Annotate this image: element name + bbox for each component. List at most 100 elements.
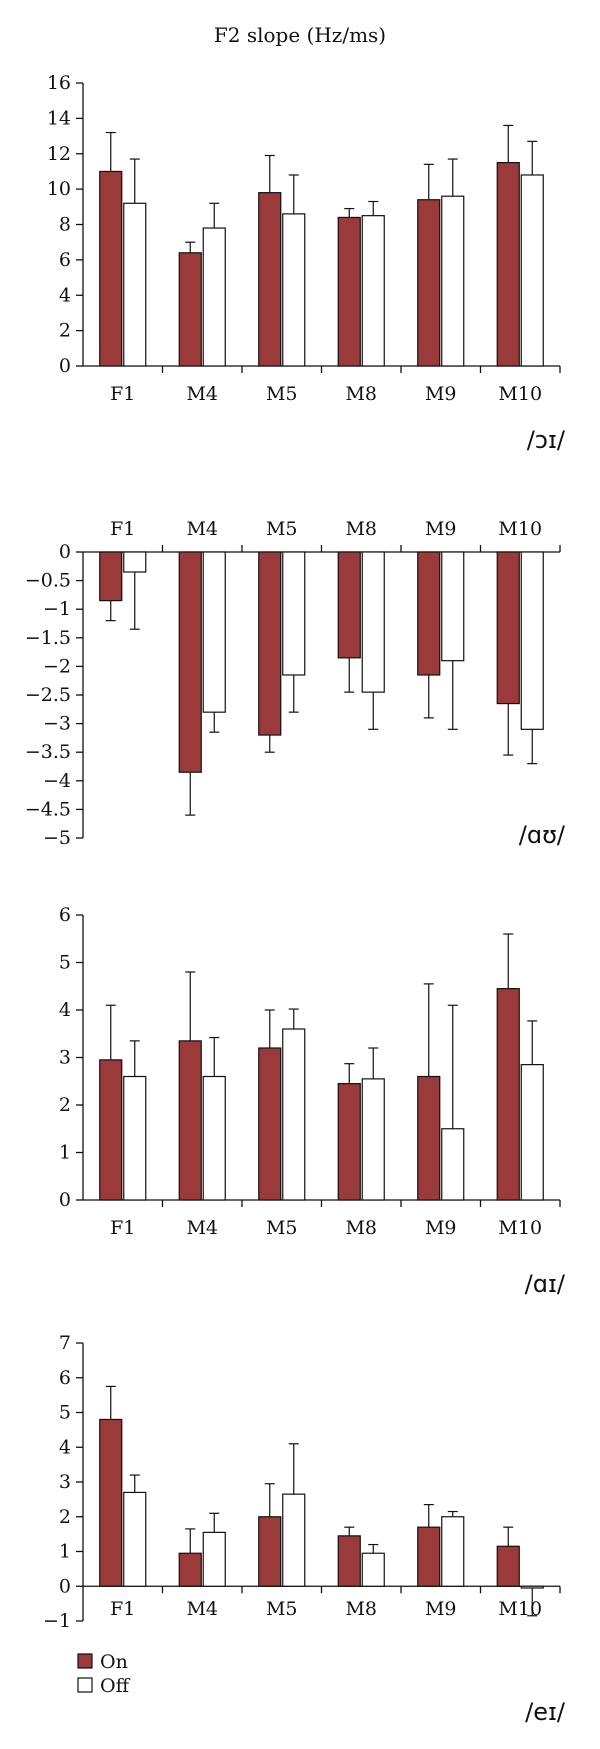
bar-on	[178, 252, 202, 367]
bar-on	[178, 551, 202, 773]
y-tick-label: −1	[43, 598, 71, 620]
bar-on	[496, 551, 520, 705]
y-tick-label: 1	[59, 1541, 71, 1563]
category-label: M5	[266, 1217, 298, 1239]
bar-on	[258, 192, 282, 367]
bar-off	[282, 1493, 306, 1587]
y-tick-label: 2	[59, 320, 71, 342]
bar-off	[520, 174, 544, 367]
bar-on	[496, 161, 520, 367]
panel-vowel-label: /ɑɪ/	[525, 1270, 566, 1298]
category-label: M10	[498, 518, 542, 540]
category-label: M4	[186, 383, 218, 405]
panel-vowel-label: /ɔɪ/	[527, 426, 566, 454]
bar-off	[123, 551, 147, 573]
bar-off	[520, 1064, 544, 1201]
y-tick-label: 7	[59, 1332, 71, 1354]
bar-off	[361, 551, 385, 693]
category-label: M4	[186, 1598, 218, 1620]
bar-on	[99, 551, 123, 602]
y-tick-label: 6	[59, 1367, 71, 1389]
chart-title: F2 slope (Hz/ms)	[214, 23, 386, 47]
bar-off	[123, 1075, 147, 1201]
bar-on	[337, 1535, 361, 1587]
bar-on	[258, 1516, 282, 1587]
bar-off	[441, 1128, 465, 1201]
chart-panel: 0 1 2 3 4 5 6 F1 M4 M5 M8 M9 M10/ɑɪ/	[59, 904, 566, 1298]
chart-panel: 0 2 4 6 8 10 12 14 16 F1 M4 M5 M8 M9 M10/ɔɪ/	[47, 72, 566, 454]
category-label: M10	[498, 383, 542, 405]
bar-off	[361, 215, 385, 367]
bar-off	[441, 195, 465, 367]
bar-off	[441, 1516, 465, 1587]
category-label: M9	[425, 518, 457, 540]
bar-off	[202, 551, 226, 713]
category-label: M8	[345, 1217, 377, 1239]
bar-on	[417, 551, 441, 676]
y-tick-label: 10	[47, 178, 71, 200]
bar-on	[99, 1059, 123, 1201]
y-tick-label: −1	[43, 1610, 71, 1632]
y-tick-label: −5	[43, 827, 71, 849]
y-tick-label: −4.5	[25, 798, 71, 820]
bar-off	[123, 202, 147, 367]
category-label: M9	[425, 1217, 457, 1239]
category-label: M9	[425, 383, 457, 405]
category-label: M8	[345, 518, 377, 540]
bar-off	[202, 1531, 226, 1587]
y-tick-label: 5	[59, 1402, 71, 1424]
category-label: M8	[345, 383, 377, 405]
category-label: M9	[425, 1598, 457, 1620]
bar-on	[99, 1418, 123, 1587]
bar-off	[282, 1028, 306, 1201]
y-tick-label: 3	[59, 1047, 71, 1069]
bar-off	[123, 1491, 147, 1587]
bar-off	[441, 551, 465, 662]
bar-on	[417, 1526, 441, 1587]
y-tick-label: 4	[59, 999, 71, 1021]
legend-swatch-on	[77, 1653, 93, 1669]
y-tick-label: 4	[59, 1436, 71, 1458]
chart-panel: 0 −0.5 −1 −1.5 −2 −2.5 −3 −3.5 −4 −4.5 −5 F1 M4 M5 M8 M…	[25, 518, 566, 849]
bar-on	[178, 1552, 202, 1587]
y-tick-label: 0	[59, 1575, 71, 1597]
y-tick-label: 16	[47, 72, 71, 94]
category-label: F1	[110, 383, 135, 405]
y-tick-label: 2	[59, 1094, 71, 1116]
bar-on	[496, 988, 520, 1201]
category-label: M5	[266, 518, 298, 540]
bar-off	[202, 1075, 226, 1201]
y-tick-label: 5	[59, 952, 71, 974]
category-label: F1	[110, 518, 135, 540]
y-tick-label: −2	[43, 655, 71, 677]
y-tick-label: 4	[59, 284, 71, 306]
category-label: M5	[266, 1598, 298, 1620]
y-tick-label: 12	[47, 143, 71, 165]
y-tick-label: −2.5	[25, 684, 71, 706]
panel-vowel-label: /ɑʊ/	[519, 821, 566, 849]
category-label: F1	[110, 1598, 135, 1620]
legend-label-off: Off	[100, 1675, 131, 1697]
category-label: M4	[186, 518, 218, 540]
y-tick-label: 14	[47, 107, 71, 129]
category-label: M4	[186, 1217, 218, 1239]
y-tick-label: 1	[59, 1142, 71, 1164]
y-tick-label: 3	[59, 1471, 71, 1493]
y-tick-label: 6	[59, 249, 71, 271]
category-label: F1	[110, 1217, 135, 1239]
bar-on	[258, 551, 282, 736]
chart-panel: −1 0 1 2 3 4 5 6 7 F1 M4 M5 M8 M9 M10/eɪ/	[43, 1332, 566, 1726]
panel-vowel-label: /eɪ/	[525, 1698, 566, 1726]
bar-off	[282, 551, 306, 676]
bar-off	[520, 1585, 544, 1589]
bar-on	[337, 216, 361, 367]
category-label: M10	[498, 1217, 542, 1239]
bar-on	[337, 1083, 361, 1201]
y-tick-label: −1.5	[25, 627, 71, 649]
y-tick-label: −3.5	[25, 741, 71, 763]
y-tick-label: 8	[59, 214, 71, 236]
bar-off	[361, 1078, 385, 1201]
